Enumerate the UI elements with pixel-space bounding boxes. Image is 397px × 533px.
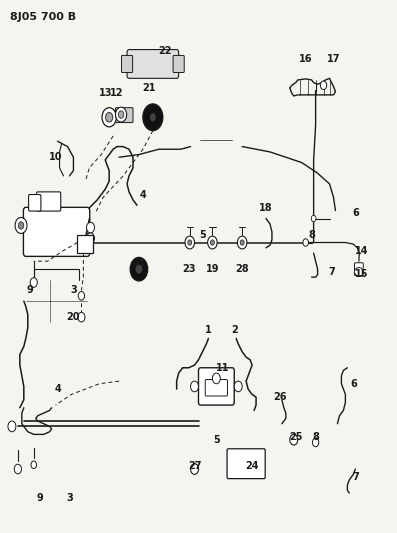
Text: 8: 8 xyxy=(308,230,315,239)
Text: 11: 11 xyxy=(216,363,229,373)
Circle shape xyxy=(240,240,244,245)
Circle shape xyxy=(8,421,16,432)
Circle shape xyxy=(237,236,247,249)
FancyBboxPatch shape xyxy=(23,207,90,256)
Circle shape xyxy=(188,240,192,245)
Circle shape xyxy=(18,222,24,229)
Text: 4: 4 xyxy=(139,190,146,199)
Circle shape xyxy=(130,257,148,281)
Text: 8J05 700 B: 8J05 700 B xyxy=(10,12,76,22)
FancyBboxPatch shape xyxy=(121,55,133,72)
Text: 7: 7 xyxy=(328,267,335,277)
Text: 1: 1 xyxy=(205,326,212,335)
Text: 19: 19 xyxy=(206,264,219,274)
Text: 22: 22 xyxy=(158,46,172,55)
Text: 8: 8 xyxy=(312,432,319,442)
Circle shape xyxy=(210,240,214,245)
Text: 4: 4 xyxy=(54,384,61,394)
Text: 15: 15 xyxy=(355,270,368,279)
Circle shape xyxy=(234,381,242,392)
FancyBboxPatch shape xyxy=(37,192,61,211)
Circle shape xyxy=(31,461,37,469)
FancyBboxPatch shape xyxy=(127,50,179,78)
Text: 6: 6 xyxy=(350,379,357,389)
Circle shape xyxy=(30,278,37,287)
Text: 10: 10 xyxy=(49,152,62,162)
Circle shape xyxy=(14,464,21,474)
Text: 14: 14 xyxy=(355,246,368,255)
Text: 3: 3 xyxy=(70,286,77,295)
Text: 21: 21 xyxy=(142,83,156,93)
FancyBboxPatch shape xyxy=(173,55,184,72)
Text: 5: 5 xyxy=(199,230,206,239)
Circle shape xyxy=(312,438,319,447)
Text: 12: 12 xyxy=(110,88,124,98)
Circle shape xyxy=(15,217,27,233)
Circle shape xyxy=(116,107,127,122)
Ellipse shape xyxy=(355,268,363,276)
FancyBboxPatch shape xyxy=(29,195,41,211)
Circle shape xyxy=(78,312,85,322)
Text: 7: 7 xyxy=(352,472,359,482)
Text: 5: 5 xyxy=(213,435,220,445)
Circle shape xyxy=(208,236,217,249)
Circle shape xyxy=(185,236,195,249)
Text: 24: 24 xyxy=(245,462,259,471)
Text: 18: 18 xyxy=(259,203,273,213)
Circle shape xyxy=(118,111,124,118)
Circle shape xyxy=(150,113,156,122)
Circle shape xyxy=(143,104,163,131)
Text: 9: 9 xyxy=(36,494,43,503)
Text: 25: 25 xyxy=(289,432,303,442)
Circle shape xyxy=(78,292,85,300)
Text: 9: 9 xyxy=(26,286,33,295)
Circle shape xyxy=(87,233,94,244)
Text: 23: 23 xyxy=(182,264,195,274)
Circle shape xyxy=(303,239,308,246)
Circle shape xyxy=(102,108,116,127)
Text: 20: 20 xyxy=(67,312,80,322)
Text: 17: 17 xyxy=(327,54,340,63)
Text: 21: 21 xyxy=(132,259,146,269)
Circle shape xyxy=(212,373,220,384)
Circle shape xyxy=(311,215,316,222)
Circle shape xyxy=(87,222,94,233)
Text: 6: 6 xyxy=(352,208,359,218)
FancyBboxPatch shape xyxy=(205,379,227,396)
FancyBboxPatch shape xyxy=(198,368,234,405)
Text: 2: 2 xyxy=(231,326,238,335)
Text: 26: 26 xyxy=(273,392,287,402)
Circle shape xyxy=(106,112,113,122)
Text: 3: 3 xyxy=(66,494,73,503)
Text: 16: 16 xyxy=(299,54,312,63)
FancyBboxPatch shape xyxy=(227,449,265,479)
Circle shape xyxy=(290,434,298,445)
Text: 27: 27 xyxy=(188,462,201,471)
Circle shape xyxy=(135,264,143,274)
Circle shape xyxy=(191,464,198,474)
FancyBboxPatch shape xyxy=(116,108,133,123)
Text: 13: 13 xyxy=(98,88,112,98)
FancyBboxPatch shape xyxy=(355,263,363,276)
Circle shape xyxy=(320,81,327,90)
Text: 28: 28 xyxy=(235,264,249,274)
Bar xyxy=(77,235,93,253)
Circle shape xyxy=(191,381,198,392)
